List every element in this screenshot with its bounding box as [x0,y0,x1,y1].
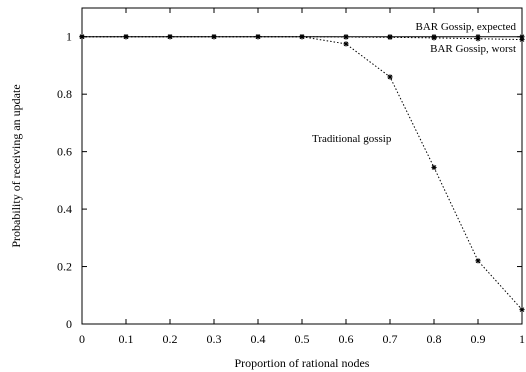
data-point [167,34,173,40]
y-axis: 0 0.2 0.4 0.6 0.8 1 [57,30,522,331]
data-point [387,74,393,80]
data-point [519,37,525,43]
x-tick-label: 0.5 [295,332,310,346]
data-point [475,258,481,264]
x-tick-label: 0.3 [207,332,222,346]
x-tick-label: 1 [519,332,525,346]
x-axis: 0 0.1 0.2 0.3 0.4 0.5 0.6 0.7 0.8 0.9 1 [79,8,525,346]
y-tick-label: 0.2 [57,260,72,274]
data-point [431,35,437,41]
annotation-layer: BAR Gossip, expected BAR Gossip, worst Tra… [312,21,516,145]
series-line-traditional-gossip [82,36,523,310]
annotation-bar-gossip-worst: BAR Gossip, worst [430,43,516,55]
y-axis-label: Probability of receiving an update [9,84,23,247]
data-point [475,36,481,42]
x-tick-label: 0.6 [339,332,354,346]
data-point [211,34,217,40]
data-point [123,34,129,40]
data-point [387,34,393,40]
annotation-bar-gossip-expected: BAR Gossip, expected [415,21,516,33]
data-point [299,34,305,40]
y-tick-label: 0.8 [57,87,72,101]
x-tick-label: 0.9 [471,332,486,346]
data-point [431,164,437,171]
y-tick-label: 0.6 [57,145,72,159]
annotation-traditional-gossip: Traditional gossip [312,133,392,145]
y-tick-label: 0.4 [57,202,72,216]
x-tick-label: 0.4 [251,332,266,346]
x-tick-label: 0.1 [119,332,134,346]
data-point [343,41,349,47]
x-tick-label: 0.7 [383,332,398,346]
x-tick-label: 0.8 [427,332,442,346]
y-tick-label: 0 [66,317,72,331]
y-tick-label: 1 [66,30,72,44]
series-layer [79,34,525,313]
data-point [519,307,525,313]
x-tick-label: 0.2 [163,332,178,346]
data-point [255,34,261,40]
data-point [343,34,349,40]
plot-frame [81,7,523,325]
data-point [79,34,85,40]
x-axis-label: Proportion of rational nodes [235,356,370,370]
x-tick-label: 0 [79,332,85,346]
